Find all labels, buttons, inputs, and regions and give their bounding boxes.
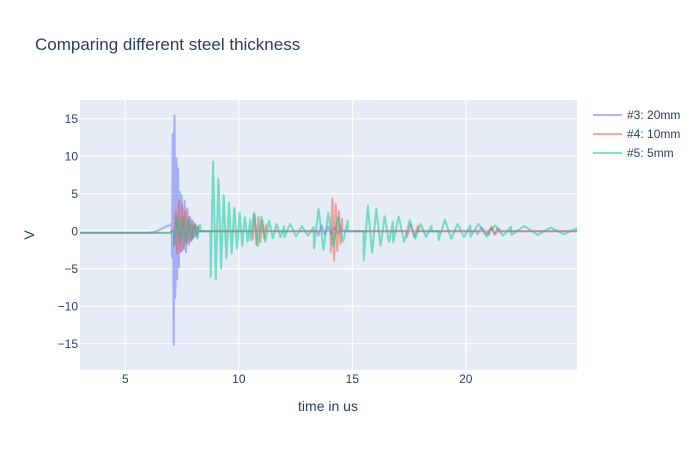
series-line-3[interactable] [80,160,577,281]
y-axis-label: V [21,230,37,240]
y-tick-label: 10 [65,149,79,163]
y-tick-labels: −15 −10 −5 0 5 10 15 [58,112,79,351]
y-tick-label: −5 [64,262,78,276]
legend-label: #3: 20mm [627,108,680,122]
y-tick-label: 5 [71,187,78,201]
x-tick-labels: 5 10 15 20 [122,372,473,386]
y-tick-label: −15 [58,337,79,351]
legend-item[interactable]: #4: 10mm [593,127,680,141]
x-tick-label: 10 [232,372,246,386]
legend-item[interactable]: #5: 5mm [593,146,674,160]
x-tick-label: 15 [346,372,360,386]
y-tick-label: 0 [71,224,78,238]
x-axis-label: time in us [298,398,358,414]
y-tick-label: −10 [58,299,79,313]
x-tick-label: 20 [459,372,473,386]
legend-label: #5: 5mm [627,146,674,160]
x-tick-label: 5 [122,372,129,386]
series-layer [80,114,577,346]
legend: #3: 20mm #4: 10mm #5: 5mm [593,108,680,160]
y-tick-label: 15 [65,112,79,126]
legend-item[interactable]: #3: 20mm [593,108,680,122]
chart-title: Comparing different steel thickness [35,35,300,54]
legend-label: #4: 10mm [627,127,680,141]
